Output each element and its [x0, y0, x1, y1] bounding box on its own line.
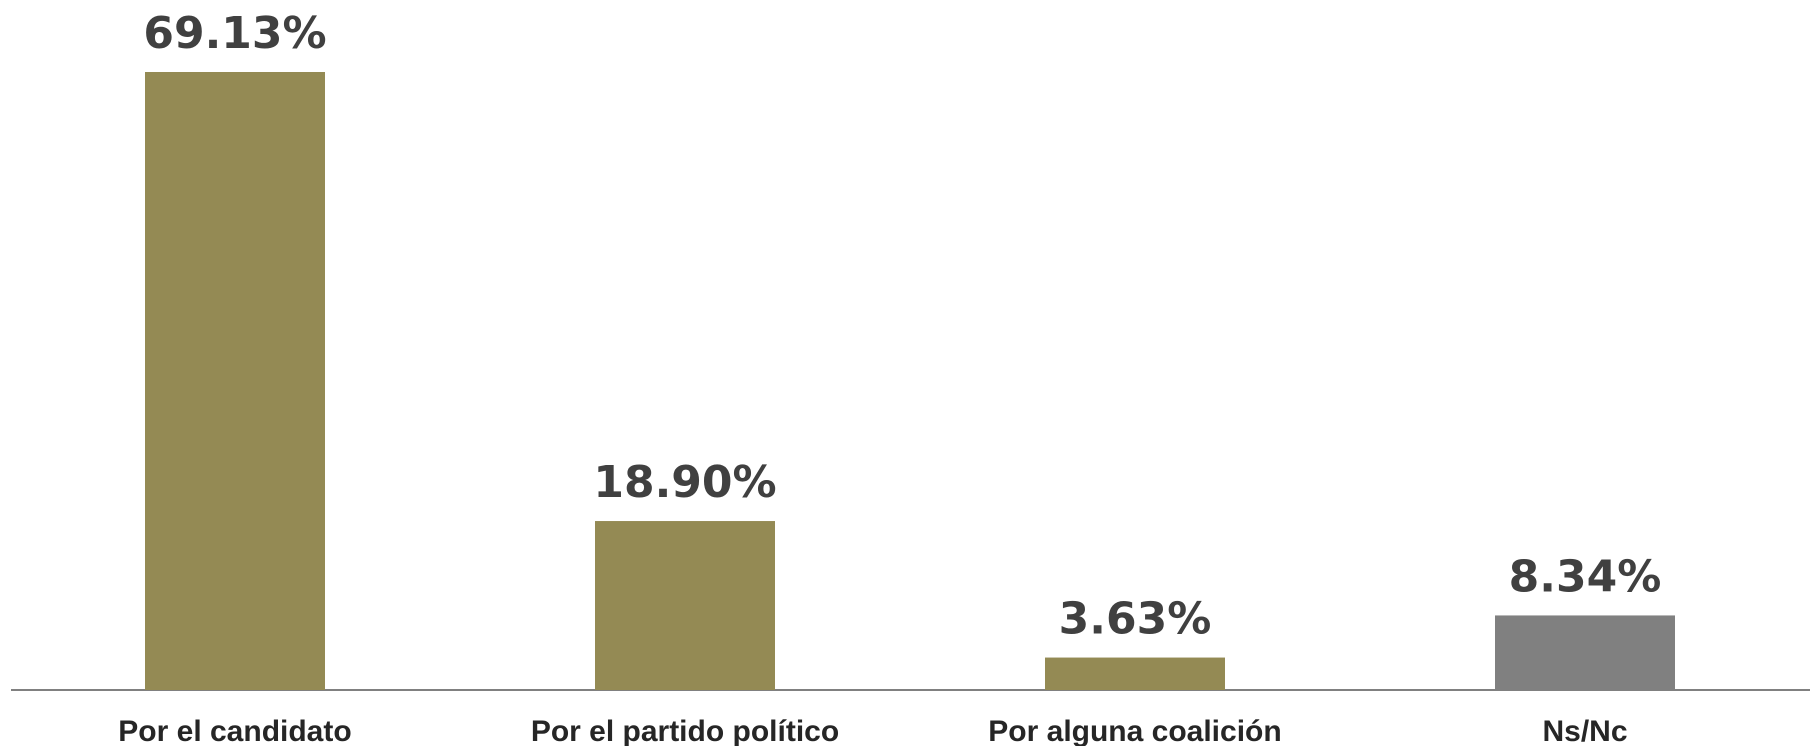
bar-2 — [595, 521, 775, 690]
bar-1 — [145, 72, 325, 690]
bar-3 — [1045, 657, 1225, 690]
category-label-4: Ns/Nc — [1542, 715, 1627, 746]
value-label-2: 18.90% — [593, 457, 776, 508]
value-label-3: 3.63% — [1059, 594, 1212, 645]
category-label-1: Por el candidato — [118, 715, 351, 746]
bar-4 — [1495, 615, 1675, 690]
category-label-2: Por el partido político — [531, 715, 839, 746]
value-label-4: 8.34% — [1509, 551, 1662, 602]
category-labels-group: Por el candidato Por el partido político P… — [118, 715, 1627, 746]
category-label-3: Por alguna coalición — [988, 715, 1281, 746]
bars-group — [145, 72, 1675, 690]
value-labels-group: 69.13% 18.90% 3.63% 8.34% — [143, 8, 1661, 645]
value-label-1: 69.13% — [143, 8, 326, 59]
